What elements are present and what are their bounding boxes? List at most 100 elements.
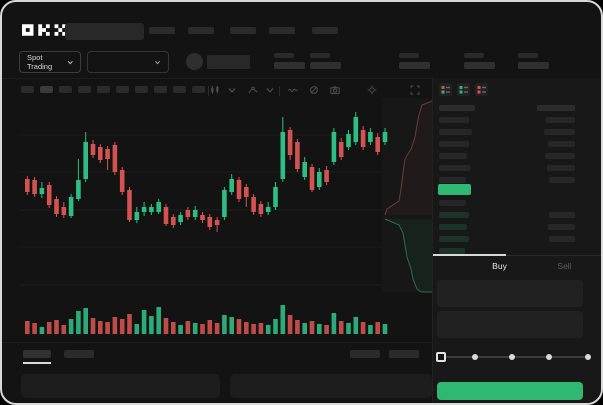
bid-row-amount-3[interactable] — [549, 236, 575, 242]
bid-row-price-4[interactable] — [439, 236, 469, 242]
bid-row-price-1[interactable] — [439, 200, 466, 206]
pair-selector[interactable] — [87, 51, 169, 73]
chart-type-icon[interactable] — [248, 85, 258, 95]
price-field[interactable] — [437, 280, 583, 307]
bottom-tab-underline — [23, 362, 51, 364]
orderbook-col-header-left — [439, 105, 475, 111]
timeframe-button-9[interactable] — [173, 86, 186, 93]
okx-logo[interactable] — [22, 24, 66, 37]
orderbook-trade-panel: Buy Sell — [432, 78, 601, 403]
chevron-down-icon[interactable] — [265, 85, 275, 95]
ticker-stat-value-3 — [399, 62, 430, 69]
slider-stop-3[interactable] — [509, 354, 515, 360]
bottom-tab-open-orders[interactable] — [23, 350, 51, 358]
ask-row-price-1[interactable] — [439, 117, 469, 123]
ticker-stat-label-1 — [274, 53, 294, 58]
ask-row-price-4[interactable] — [439, 153, 467, 159]
fullscreen-icon[interactable] — [410, 85, 420, 95]
timeframe-button-1[interactable] — [21, 86, 34, 93]
ticker-stat-value-1 — [274, 62, 305, 69]
slider-stop-4[interactable] — [546, 354, 552, 360]
market-type-selector[interactable]: Spot Trading — [19, 51, 81, 73]
camera-icon[interactable] — [330, 85, 340, 95]
ask-row-amount-6[interactable] — [549, 177, 575, 183]
buy-tab-underline — [433, 254, 506, 256]
toolbar-divider — [208, 86, 209, 96]
amount-field[interactable] — [437, 311, 583, 338]
bid-row-price-3[interactable] — [439, 224, 467, 230]
last-price-placeholder — [207, 55, 250, 69]
ticker-stat-label-2 — [310, 53, 330, 58]
slider-track[interactable] — [442, 356, 589, 358]
chevron-down-icon — [154, 60, 161, 64]
subheader: Spot Trading — [2, 46, 601, 78]
chart-toolbar — [2, 78, 432, 98]
header — [2, 2, 601, 46]
timeframe-button-5[interactable] — [97, 86, 110, 93]
ticker-stat-value-5 — [518, 62, 549, 69]
bottom-tab-order-history[interactable] — [64, 350, 94, 358]
nav-item-2[interactable] — [188, 27, 214, 34]
timeframe-button-8[interactable] — [154, 86, 167, 93]
tab-buy[interactable]: Buy — [492, 261, 507, 271]
orderbook-last-price-bar[interactable] — [438, 184, 471, 195]
timeframe-button-4[interactable] — [78, 86, 91, 93]
market-type-label: Spot Trading — [27, 53, 53, 71]
chevron-down-icon[interactable] — [227, 85, 237, 95]
ticker-stat-label-4 — [464, 53, 484, 58]
search-input[interactable] — [65, 23, 144, 40]
book-asks-icon[interactable] — [475, 83, 488, 96]
slider-stop-5[interactable] — [585, 354, 591, 360]
ask-row-price-6[interactable] — [439, 177, 466, 183]
nav-item-4[interactable] — [269, 27, 295, 34]
buy-submit-button[interactable] — [437, 382, 583, 400]
ask-row-price-3[interactable] — [439, 141, 469, 147]
ticker-stat-value-2 — [310, 62, 341, 69]
timeframe-button-3[interactable] — [59, 86, 72, 93]
ask-row-amount-3[interactable] — [548, 141, 575, 147]
bid-row-price-5[interactable] — [439, 248, 465, 254]
tab-sell[interactable]: Sell — [557, 261, 572, 271]
bottom-control-2[interactable] — [389, 350, 419, 358]
history-panel — [230, 374, 432, 398]
ticker-stat-label-5 — [518, 53, 538, 58]
candle-style-icon[interactable] — [210, 85, 220, 95]
ticker-stat-label-3 — [399, 53, 419, 58]
bid-row-price-2[interactable] — [439, 212, 469, 218]
ask-row-amount-5[interactable] — [547, 165, 575, 171]
nav-item-3[interactable] — [230, 27, 256, 34]
ask-row-price-2[interactable] — [439, 129, 472, 135]
bid-row-amount-1[interactable] — [549, 212, 575, 218]
ticker-stat-value-4 — [464, 62, 495, 69]
nav-item-5[interactable] — [312, 27, 338, 34]
buy-sell-tab-divider — [433, 255, 601, 256]
settings-icon[interactable] — [367, 85, 377, 95]
ask-row-amount-4[interactable] — [545, 153, 575, 159]
bottom-section — [2, 342, 432, 403]
bottom-control-1[interactable] — [350, 350, 380, 358]
chevron-down-icon — [67, 60, 73, 64]
price-chart[interactable] — [20, 98, 432, 342]
indicators-icon[interactable] — [288, 85, 298, 95]
slider-handle[interactable] — [436, 352, 446, 362]
slider-stop-2[interactable] — [472, 354, 478, 360]
book-bids-icon[interactable] — [457, 83, 470, 96]
timeframe-button-7[interactable] — [135, 86, 148, 93]
timeframe-button-6[interactable] — [116, 86, 129, 93]
okx-logo-icon — [22, 24, 66, 36]
ask-row-price-5[interactable] — [439, 165, 470, 171]
chart-canvas — [20, 98, 432, 334]
bid-row-amount-2[interactable] — [548, 224, 575, 230]
book-combined-icon[interactable] — [439, 83, 452, 96]
coin-avatar[interactable] — [186, 53, 203, 70]
amount-slider — [433, 348, 601, 364]
draw-icon[interactable] — [309, 85, 319, 95]
nav-item-1[interactable] — [149, 27, 175, 34]
timeframe-button-10[interactable] — [192, 86, 205, 93]
orderbook-col-header-right — [537, 105, 575, 111]
ask-row-amount-1[interactable] — [546, 117, 575, 123]
ask-row-amount-2[interactable] — [544, 129, 575, 135]
timeframe-button-2[interactable] — [40, 86, 53, 93]
